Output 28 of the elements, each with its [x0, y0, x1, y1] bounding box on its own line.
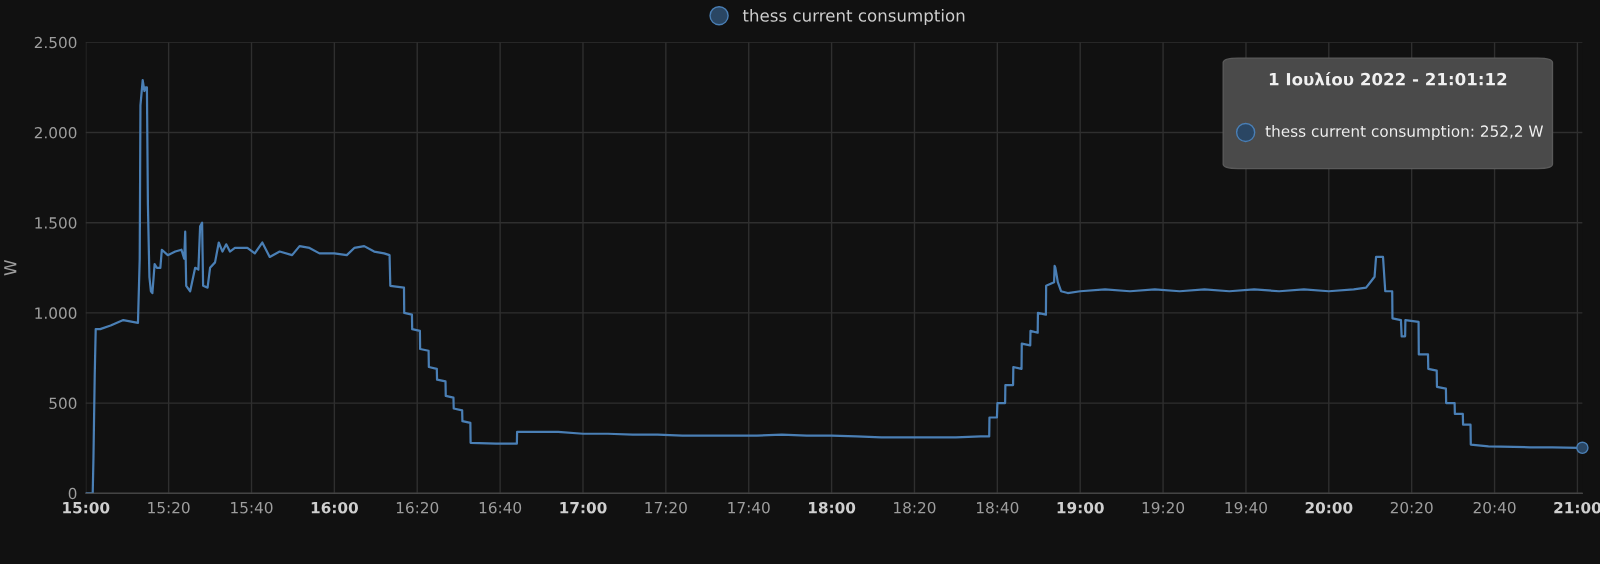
y-tick-label: 2.500	[34, 36, 77, 49]
x-tick-label: 20:40	[1473, 501, 1516, 514]
x-tick-label: 15:40	[231, 501, 273, 514]
annotation: 1 Ιουλίου 2022 - 21:01:12	[1269, 71, 1507, 86]
x-tick-label: 19:00	[1057, 501, 1104, 514]
x-tick-label: 15:20	[148, 501, 190, 514]
x-tick-label: 17:20	[645, 501, 687, 514]
y-tick-label: 1.500	[35, 217, 77, 229]
annotation: thess current consumption: 252,2 W	[1265, 125, 1544, 140]
x-tick-label: 19:40	[1225, 501, 1267, 514]
x-tick-label: 19:20	[1142, 501, 1185, 514]
x-tick-label: 17:00	[560, 501, 607, 514]
x-tick-label: 18:20	[894, 501, 936, 514]
x-tick-label: 16:20	[396, 501, 439, 514]
y-tick-label: 2.000	[34, 126, 77, 139]
y-tick-label: 1.000	[35, 307, 77, 319]
x-tick-label: 16:40	[479, 501, 522, 514]
x-tick-label: 15:00	[63, 501, 110, 514]
y-tick-label: 500	[49, 397, 77, 410]
x-tick-label: 18:00	[809, 501, 856, 514]
x-tick-label: 20:20	[1390, 501, 1433, 514]
x-tick-label: 20:00	[1305, 501, 1353, 514]
x-tick-label: 17:40	[728, 501, 770, 514]
y-axis-title: W	[4, 260, 17, 276]
x-tick-label: 16:00	[311, 501, 358, 514]
legend-label: thess current consumption	[742, 8, 965, 26]
y-tick-label: 0	[68, 487, 77, 500]
x-tick-label: 18:40	[977, 501, 1019, 514]
